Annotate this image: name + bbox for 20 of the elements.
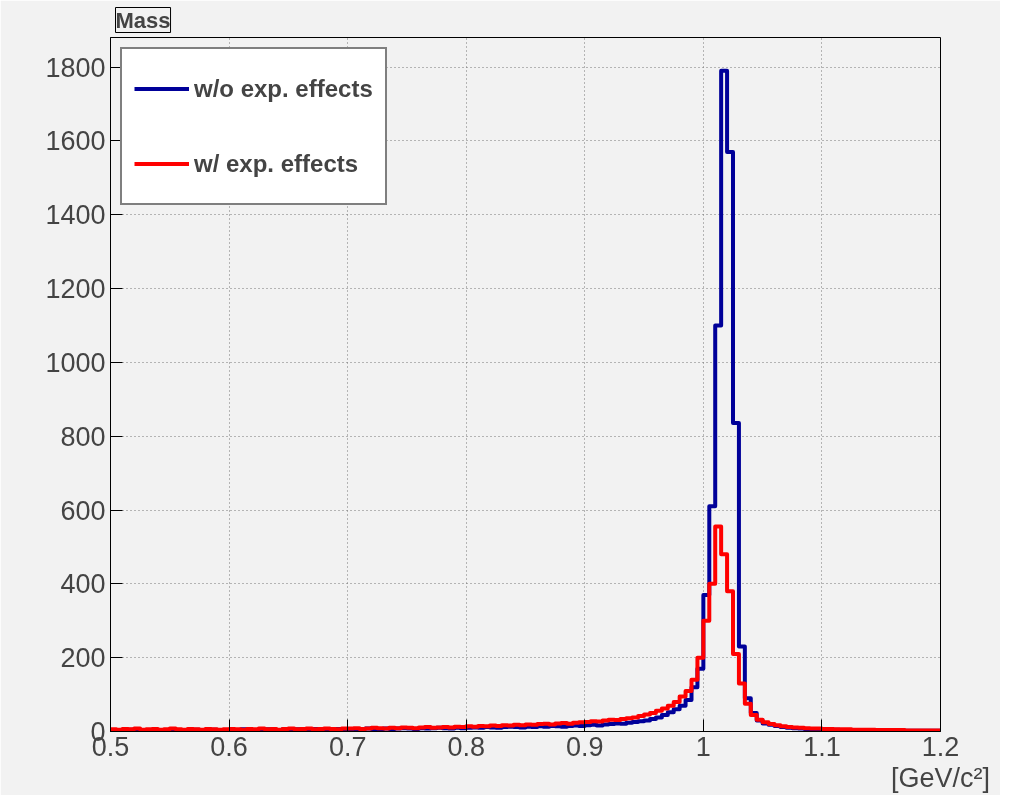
x-tick-label: 0.7 bbox=[328, 731, 367, 762]
y-tick-label: 600 bbox=[60, 495, 106, 526]
y-tick-label: 1000 bbox=[45, 347, 106, 378]
y-tick-label: 800 bbox=[60, 421, 106, 452]
legend-label: w/o exp. effects bbox=[194, 74, 373, 103]
y-tick-label: 1400 bbox=[45, 200, 106, 231]
x-tick-label: 0.8 bbox=[447, 731, 485, 762]
chart-title: Mass bbox=[115, 7, 171, 33]
y-tick-label: 1600 bbox=[45, 126, 106, 157]
x-tick-label: 1 bbox=[695, 731, 711, 762]
x-tick-label: 1.2 bbox=[921, 731, 960, 762]
x-tick-label: 1.1 bbox=[803, 731, 841, 762]
y-tick-label: 1200 bbox=[45, 274, 106, 305]
y-tick-label: 200 bbox=[60, 643, 106, 674]
legend-label: w/ exp. effects bbox=[194, 149, 359, 178]
x-axis-title: [GeV/c²] bbox=[890, 762, 991, 793]
x-tick-label: 0.6 bbox=[210, 731, 248, 762]
y-tick-label: 1800 bbox=[45, 52, 106, 83]
x-tick-label: 0.9 bbox=[566, 731, 604, 762]
y-tick-label: 400 bbox=[60, 569, 106, 600]
